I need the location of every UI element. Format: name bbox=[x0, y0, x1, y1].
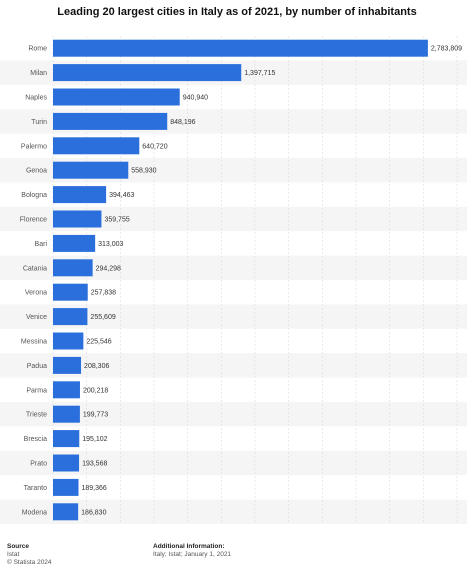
category-label: Milan bbox=[30, 70, 47, 77]
bar bbox=[53, 137, 140, 155]
data-label: 199,773 bbox=[83, 412, 108, 419]
chart-title: Leading 20 largest cities in Italy as of… bbox=[57, 6, 417, 18]
data-label: 940,940 bbox=[183, 95, 208, 102]
bar bbox=[53, 503, 79, 521]
bar bbox=[53, 283, 88, 301]
bar bbox=[53, 161, 129, 179]
data-label: 225,546 bbox=[86, 339, 111, 346]
source-block: Source Istat © Statista 2024 bbox=[7, 543, 52, 567]
data-label: 848,196 bbox=[170, 119, 195, 126]
data-label: 394,463 bbox=[109, 192, 134, 199]
data-label: 2,783,809 bbox=[431, 46, 462, 53]
bar bbox=[53, 64, 242, 82]
bar bbox=[53, 186, 107, 204]
bar-chart: Rome 2,783,809 Milan 1,397,715 Naples 940,940… bbox=[19, 36, 463, 524]
bar bbox=[53, 454, 80, 472]
category-label: Brescia bbox=[24, 436, 47, 443]
data-label: 208,306 bbox=[84, 363, 109, 370]
category-label: Parma bbox=[26, 387, 47, 394]
category-label: Padua bbox=[27, 363, 47, 370]
category-label: Turin bbox=[31, 119, 47, 126]
additional-info-heading: Additional Information: bbox=[153, 543, 225, 550]
data-label: 255,609 bbox=[90, 314, 115, 321]
category-label: Bari bbox=[35, 241, 48, 248]
bar bbox=[53, 381, 80, 399]
bar bbox=[53, 478, 79, 496]
category-label: Naples bbox=[25, 95, 47, 102]
bar bbox=[53, 308, 88, 326]
category-label: Modena bbox=[22, 509, 47, 516]
data-label: 257,838 bbox=[91, 290, 116, 297]
data-label: 359,755 bbox=[104, 217, 129, 224]
data-label: 640,720 bbox=[142, 143, 167, 150]
data-label: 195,102 bbox=[82, 436, 107, 443]
copyright-text: © Statista 2024 bbox=[7, 559, 52, 566]
bar bbox=[53, 405, 80, 423]
bar bbox=[53, 88, 180, 106]
additional-info-text: Italy; Istat; January 1, 2021 bbox=[153, 551, 232, 558]
category-label: Genoa bbox=[26, 168, 47, 175]
category-label: Florence bbox=[20, 217, 47, 224]
data-label: 558,930 bbox=[131, 168, 156, 175]
category-label: Prato bbox=[30, 461, 47, 468]
category-label: Verona bbox=[25, 290, 47, 297]
category-label: Catania bbox=[23, 265, 47, 272]
bar bbox=[53, 332, 84, 350]
bar bbox=[53, 112, 168, 130]
bar bbox=[53, 259, 93, 277]
additional-info-block: Additional Information: Italy; Istat; Ja… bbox=[153, 543, 231, 559]
bar bbox=[53, 234, 96, 252]
bar bbox=[53, 356, 82, 374]
data-label: 294,298 bbox=[96, 265, 121, 272]
category-label: Rome bbox=[28, 46, 47, 53]
data-label: 1,397,715 bbox=[244, 70, 275, 77]
category-label: Venice bbox=[26, 314, 47, 321]
category-label: Bologna bbox=[21, 192, 47, 199]
bar bbox=[53, 210, 102, 228]
data-label: 313,003 bbox=[98, 241, 123, 248]
category-label: Palermo bbox=[21, 143, 47, 150]
bar bbox=[53, 39, 428, 57]
data-label: 200,218 bbox=[83, 387, 108, 394]
source-heading: Source bbox=[7, 543, 30, 550]
source-text: Istat bbox=[7, 551, 20, 558]
category-label: Taranto bbox=[24, 485, 47, 492]
category-label: Trieste bbox=[26, 412, 47, 419]
data-label: 189,366 bbox=[82, 485, 107, 492]
data-label: 186,830 bbox=[81, 509, 106, 516]
bar bbox=[53, 430, 80, 448]
category-label: Messina bbox=[21, 339, 47, 346]
data-label: 193,568 bbox=[82, 461, 107, 468]
